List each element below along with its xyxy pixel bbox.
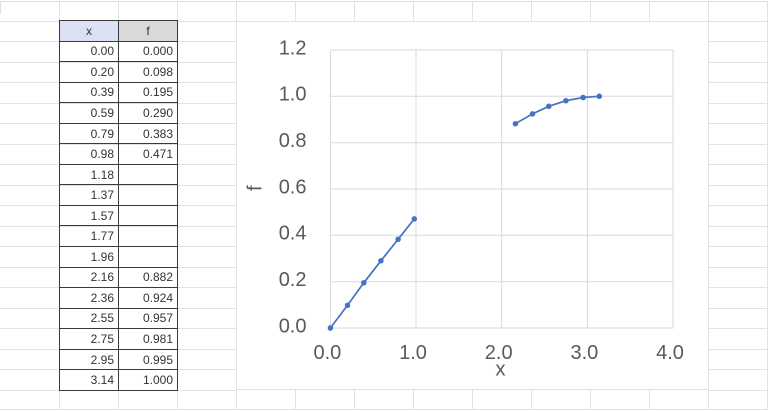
svg-text:0.2: 0.2: [279, 269, 307, 291]
svg-text:1.2: 1.2: [279, 37, 307, 59]
svg-text:2.0: 2.0: [485, 342, 513, 364]
svg-text:3.0: 3.0: [570, 342, 598, 364]
svg-text:0.0: 0.0: [279, 315, 307, 337]
svg-text:x: x: [496, 359, 506, 381]
svg-text:f: f: [244, 185, 266, 191]
svg-text:1.0: 1.0: [279, 84, 307, 106]
svg-text:0.6: 0.6: [279, 176, 307, 198]
svg-text:0.8: 0.8: [279, 130, 307, 152]
svg-text:4.0: 4.0: [656, 342, 684, 364]
svg-text:0.4: 0.4: [279, 223, 307, 245]
svg-text:0.0: 0.0: [313, 342, 341, 364]
svg-text:1.0: 1.0: [399, 342, 427, 364]
